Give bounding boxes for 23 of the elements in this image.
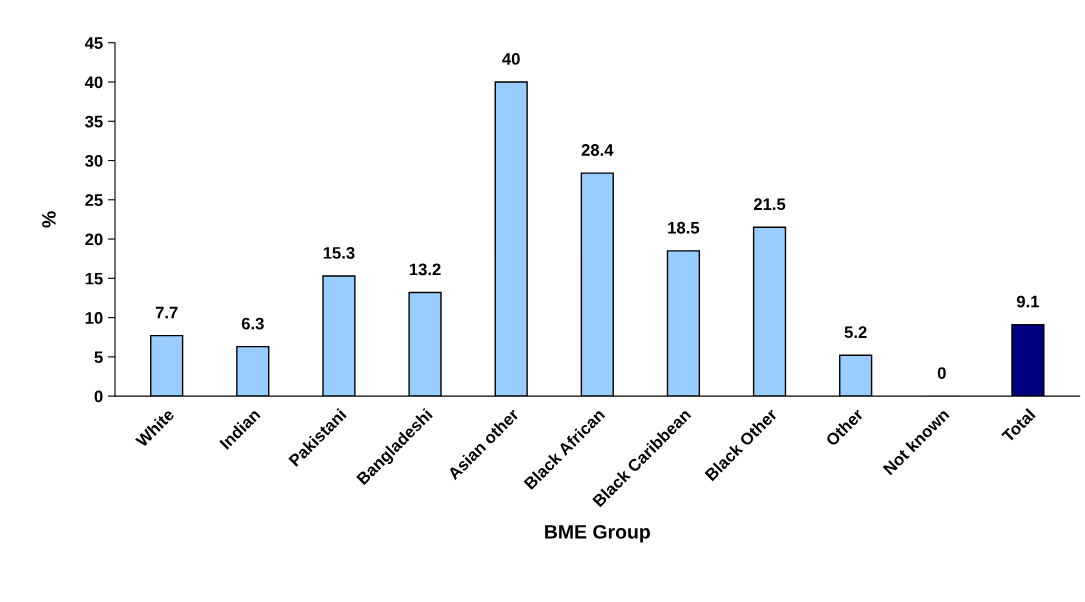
y-tick-label: 0 [94,390,103,403]
data-label: 0 [937,367,946,379]
y-tick-label: 35 [85,115,103,128]
y-axis-title: % [42,211,56,228]
data-label: 5.2 [844,326,867,339]
data-label: 13.2 [409,263,441,276]
y-tick-label: 40 [84,76,103,89]
y-tick-label: 5 [94,351,103,364]
y-tick-label: 25 [85,194,103,206]
y-tick-label: 10 [85,311,103,324]
y-tick-label: 30 [85,154,103,167]
y-tick-label: 15 [85,272,103,285]
data-label: 7.7 [155,306,178,319]
y-tick-label: 20 [85,233,103,246]
data-label: 6.3 [241,317,264,330]
x-axis-title: BME Group [545,524,650,543]
data-label: 9.1 [1016,295,1040,308]
data-label: 21.5 [753,198,786,211]
data-label: 28.4 [581,144,614,156]
data-label: 40 [502,53,520,65]
y-tick-label: 45 [84,37,103,49]
data-label: 18.5 [668,221,700,234]
data-label: 15.3 [323,246,355,259]
